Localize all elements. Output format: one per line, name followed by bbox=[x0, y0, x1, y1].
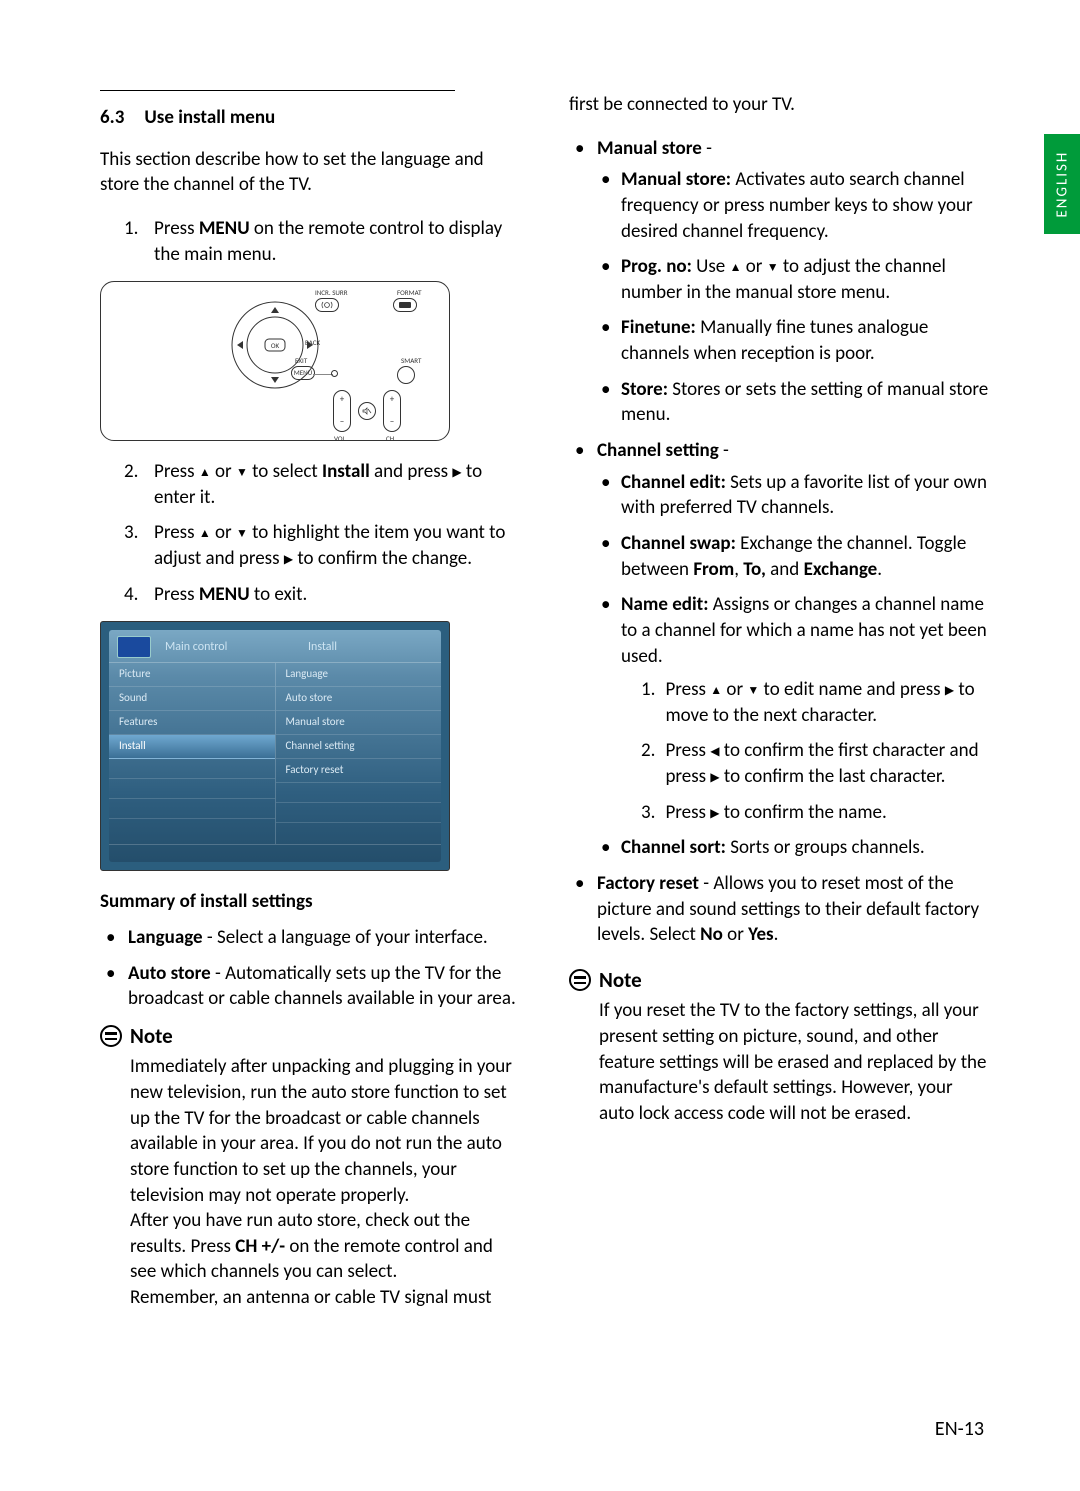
label-ch: CH bbox=[386, 434, 394, 443]
factory-reset-item: Factory reset - Allows you to reset most… bbox=[569, 871, 990, 948]
step-1: Press MENU on the remote control to disp… bbox=[154, 216, 521, 267]
channel-edit-item: Channel edit: Sets up a favorite list of… bbox=[597, 470, 990, 521]
tv-icon bbox=[117, 636, 151, 658]
svg-text:OK: OK bbox=[271, 341, 280, 350]
note-icon bbox=[569, 969, 591, 991]
inner-num: 1. bbox=[641, 677, 655, 728]
ch-rocker: +– bbox=[383, 390, 401, 432]
right-top-line: first be connected to your TV. bbox=[569, 92, 990, 118]
note-2-body: If you reset the TV to the factory setti… bbox=[599, 998, 990, 1126]
menu-item-selected: Install bbox=[109, 735, 275, 759]
summary-language: Language - Select a language of your int… bbox=[100, 925, 521, 951]
step-4: Press MENU to exit. bbox=[154, 582, 307, 608]
page-number: EN-13 bbox=[935, 1416, 984, 1443]
step-num: 2. bbox=[124, 459, 140, 510]
channel-swap-item: Channel swap: Exchange the channel. Togg… bbox=[597, 531, 990, 582]
left-column: 6.3 Use install menu This section descri… bbox=[100, 90, 521, 1327]
section-title: Use install menu bbox=[144, 105, 275, 131]
intro-text: This section describe how to set the lan… bbox=[100, 147, 521, 198]
vol-rocker: +– bbox=[333, 390, 351, 432]
divider bbox=[100, 90, 455, 91]
menu-button: MENU bbox=[291, 366, 315, 380]
section-number: 6.3 bbox=[100, 105, 124, 131]
label-back: BACK bbox=[305, 338, 320, 347]
label-vol: VOL bbox=[334, 434, 345, 443]
inner-num: 2. bbox=[641, 738, 655, 789]
step-2: Press ▲ or ▼ to select Install and press… bbox=[154, 459, 521, 510]
remote-diagram: INCR. SURR FORMAT OK B bbox=[100, 281, 450, 441]
note-heading: Note bbox=[569, 966, 990, 994]
smart-button bbox=[397, 366, 415, 384]
name-step-1: Press ▲ or ▼ to edit name and press ▶ to… bbox=[665, 677, 990, 728]
manual-store-item: Manual store: Activates auto search chan… bbox=[597, 167, 990, 244]
store-item: Store: Stores or sets the setting of man… bbox=[597, 377, 990, 428]
menu-item: Language bbox=[276, 663, 442, 687]
label-smart: SMART bbox=[401, 356, 421, 365]
note-heading: Note bbox=[100, 1022, 521, 1050]
menu-item: Features bbox=[109, 711, 275, 735]
label-exit: EXIT bbox=[295, 356, 307, 365]
summary-autostore: Auto store - Automatically sets up the T… bbox=[100, 961, 521, 1012]
summary-heading: Summary of install settings bbox=[100, 889, 521, 915]
right-column: first be connected to your TV. Manual st… bbox=[569, 90, 990, 1327]
step-num: 3. bbox=[124, 520, 140, 571]
label-format: FORMAT bbox=[397, 288, 422, 297]
step-3: Press ▲ or ▼ to highlight the item you w… bbox=[154, 520, 521, 571]
language-tab: ENGLISH bbox=[1044, 134, 1080, 234]
menu-item: Picture bbox=[109, 663, 275, 687]
inner-num: 3. bbox=[641, 800, 655, 826]
menu-title-right: Install bbox=[298, 639, 433, 655]
manual-store-section: Manual store - Manual store: Activates a… bbox=[569, 136, 990, 428]
mute-button bbox=[358, 402, 376, 420]
menu-item: Sound bbox=[109, 687, 275, 711]
label-incr-surr: INCR. SURR bbox=[315, 288, 348, 297]
menu-item: Channel setting bbox=[276, 735, 442, 759]
tv-menu-screenshot: Main control Install Picture Sound Featu… bbox=[100, 621, 450, 871]
step-num: 1. bbox=[124, 216, 140, 267]
prog-no-item: Prog. no: Use ▲ or ▼ to adjust the chann… bbox=[597, 254, 990, 305]
menu-item: Factory reset bbox=[276, 759, 442, 783]
language-tab-label: ENGLISH bbox=[1052, 151, 1072, 218]
callout-line bbox=[313, 374, 333, 375]
note-1-body: Immediately after unpacking and plugging… bbox=[130, 1054, 521, 1310]
callout-dot bbox=[331, 370, 338, 377]
channel-setting-section: Channel setting - Channel edit: Sets up … bbox=[569, 438, 990, 861]
note-icon bbox=[100, 1025, 122, 1047]
menu-left-col: Picture Sound Features Install bbox=[109, 663, 276, 844]
menu-right-col: Language Auto store Manual store Channel… bbox=[276, 663, 442, 844]
name-edit-item: Name edit: Assigns or changes a channel … bbox=[597, 592, 990, 825]
name-step-3: Press ▶ to confirm the name. bbox=[665, 800, 886, 826]
finetune-item: Finetune: Manually fine tunes analogue c… bbox=[597, 315, 990, 366]
channel-sort-item: Channel sort: Sorts or groups channels. bbox=[597, 835, 990, 861]
name-step-2: Press ◀ to confirm the first character a… bbox=[665, 738, 990, 789]
format-button bbox=[393, 298, 417, 312]
menu-title-left: Main control bbox=[159, 639, 290, 655]
menu-item: Manual store bbox=[276, 711, 442, 735]
menu-item: Auto store bbox=[276, 687, 442, 711]
step-num: 4. bbox=[124, 582, 140, 608]
